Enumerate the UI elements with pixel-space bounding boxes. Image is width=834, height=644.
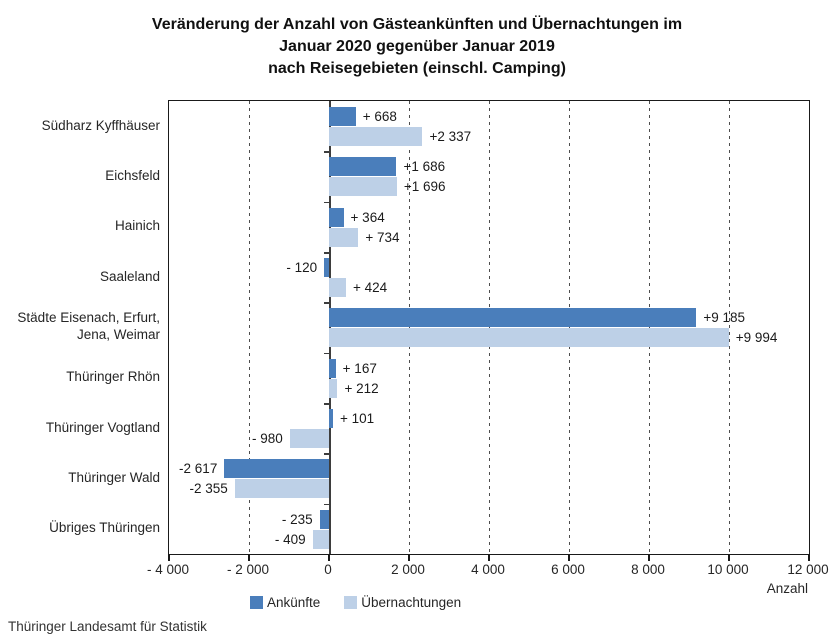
x-tick-label-1: - 2 000 [226, 562, 270, 577]
category-tick [324, 403, 330, 405]
value-label: -2 355 [189, 481, 228, 497]
category-tick [324, 453, 330, 455]
value-label: + 364 [350, 209, 385, 225]
x-tick-mark-2 [328, 554, 330, 561]
x-tick-mark-7 [728, 554, 730, 561]
x-tick-mark-0 [168, 554, 170, 561]
category-label-4: Städte Eisenach, Erfurt, Jena, Weimar [17, 310, 160, 343]
x-tick-mark-4 [488, 554, 490, 561]
legend-swatch-uebernachtungen [344, 596, 358, 609]
source-text: Thüringer Landesamt für Statistik [8, 619, 207, 634]
plot-area: + 668 +1 686 + 364 - 120 +9 185 + 167 + 101 -2 … [168, 100, 810, 555]
category-tick [324, 503, 330, 506]
category-tick [324, 252, 330, 254]
axis-unit-label: Anzahl [766, 581, 808, 596]
bar-uebernachtungen-3 [329, 278, 346, 297]
bar-uebernachtungen-6 [289, 429, 329, 448]
category-tick [324, 302, 330, 304]
bar-uebernachtungen-4 [329, 328, 729, 348]
x-tick-mark-5 [568, 554, 570, 561]
value-label: + 668 [362, 109, 397, 124]
x-tick-label-0: - 4 000 [146, 562, 190, 577]
value-label: - 409 [274, 531, 306, 547]
category-label-8: Übriges Thüringen [49, 520, 160, 536]
value-label: + 424 [352, 280, 388, 295]
bar-ankuenfte-0 [329, 107, 356, 126]
bar-uebernachtungen-2 [329, 227, 359, 247]
value-label: +9 185 [703, 310, 746, 326]
legend-item-ankuenfte: Ankünfte [250, 595, 320, 610]
x-tick-label-4: 4 000 [471, 562, 505, 577]
bar-uebernachtungen-5 [329, 378, 338, 398]
value-label: +1 696 [403, 179, 446, 195]
bar-uebernachtungen-1 [329, 177, 397, 197]
bar-ankuenfte-5 [329, 358, 336, 378]
gridline-2000 [409, 101, 410, 554]
x-tick-mark-8 [808, 554, 810, 561]
bar-uebernachtungen-8 [312, 529, 329, 549]
bar-uebernachtungen-0 [329, 127, 423, 146]
value-label: - 980 [252, 431, 283, 446]
category-label-1: Eichsfeld [105, 167, 160, 183]
legend-label-ankuenfte: Ankünfte [267, 595, 321, 610]
category-tick [324, 151, 330, 153]
category-label-6: Thüringer Vogtland [45, 419, 160, 435]
value-label: +1 686 [403, 159, 446, 175]
legend-label-uebernachtungen: Übernachtungen [361, 595, 462, 610]
bar-uebernachtungen-7 [234, 479, 329, 499]
gridline--2000 [249, 101, 250, 554]
gridline-10000 [729, 101, 730, 554]
value-label: +2 337 [429, 129, 472, 144]
value-label: + 167 [342, 360, 377, 376]
bar-ankuenfte-8 [319, 509, 329, 529]
value-label: + 212 [344, 380, 379, 396]
bar-ankuenfte-2 [329, 207, 344, 227]
x-tick-mark-1 [248, 554, 250, 561]
gridline-6000 [569, 101, 570, 554]
legend-swatch-ankuenfte [250, 596, 263, 609]
x-tick-label-3: 2 000 [391, 562, 425, 577]
x-tick-label-6: 8 000 [631, 562, 665, 577]
bar-ankuenfte-6 [329, 409, 334, 428]
bar-ankuenfte-3 [324, 258, 329, 277]
zero-axis-line [329, 101, 331, 554]
category-label-0: Südharz Kyffhäuser [41, 117, 160, 133]
category-tick [324, 201, 330, 204]
category-label-7: Thüringer Wald [68, 469, 160, 485]
x-tick-label-5: 6 000 [551, 562, 585, 577]
x-tick-label-2: 0 [324, 562, 332, 577]
title-line-1: Veränderung der Anzahl von Gästeankünfte… [151, 16, 683, 33]
bar-ankuenfte-7 [224, 459, 329, 479]
value-label: +9 994 [735, 330, 778, 346]
category-tick [324, 352, 330, 355]
title-line-2: Januar 2020 gegenüber Januar 2019 [279, 38, 555, 55]
bar-ankuenfte-4 [329, 308, 697, 328]
category-label-5: Thüringer Rhön [66, 369, 160, 385]
x-tick-mark-3 [408, 554, 410, 561]
legend: Ankünfte Übernachtungen [250, 595, 461, 610]
value-label: + 734 [365, 229, 400, 245]
bar-ankuenfte-1 [329, 157, 397, 177]
value-label: - 120 [286, 260, 318, 275]
value-label: -2 617 [179, 461, 218, 477]
x-tick-label-8: 12 000 [787, 562, 829, 577]
legend-item-uebernachtungen: Übernachtungen [344, 595, 461, 610]
chart-title: Veränderung der Anzahl von Gästeankünfte… [0, 14, 834, 80]
x-tick-label-7: 10 000 [707, 562, 749, 577]
category-label-2: Hainich [114, 218, 160, 234]
category-label-3: Saaleland [99, 268, 160, 284]
title-line-3: nach Reisegebieten (einschl. Camping) [268, 60, 566, 77]
gridline-4000 [489, 101, 490, 554]
x-tick-mark-6 [648, 554, 650, 561]
value-label: + 101 [340, 411, 375, 426]
gridline-8000 [649, 101, 650, 554]
value-label: - 235 [281, 511, 313, 527]
